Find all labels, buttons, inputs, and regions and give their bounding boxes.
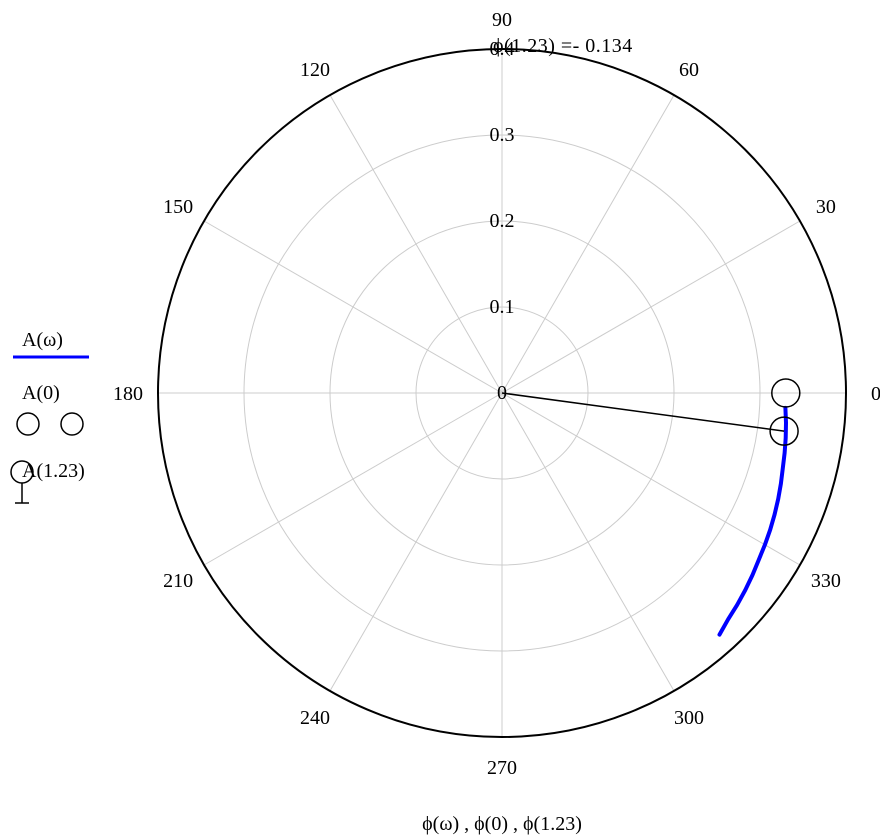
spoke-240 <box>329 392 503 692</box>
angle-tick-label: 120 <box>300 59 330 81</box>
angle-tick-label: 330 <box>811 570 841 592</box>
spoke-30 <box>501 220 801 394</box>
spoke-60 <box>501 94 675 394</box>
angle-tick-label: 240 <box>300 707 330 729</box>
data-series <box>501 392 788 637</box>
angular-gridlines <box>158 49 846 737</box>
point-markers <box>769 378 801 446</box>
radial-tick-labels: 00.10.20.30.4 <box>490 38 515 404</box>
legend-label-a-1-23: A(1.23) <box>22 460 85 482</box>
legend-marker-stem-a-1-23 <box>15 483 29 504</box>
angle-tick-label: 60 <box>679 59 699 81</box>
radial-tick-label: 0.4 <box>490 38 515 60</box>
radial-tick-label: 0.1 <box>490 296 515 318</box>
spoke-330 <box>501 392 801 566</box>
angle-tick-label: 0 <box>871 383 880 405</box>
legend: A(ω) A(0) A(1.23) <box>10 329 89 504</box>
angle-tick-label: 180 <box>113 383 143 405</box>
radial-tick-label: 0.3 <box>490 124 515 146</box>
x-axis-label: ϕ(ω) , ϕ(0) , ϕ(1.23) <box>422 813 582 835</box>
angle-tick-label: 150 <box>163 196 193 218</box>
legend-label-a-0: A(0) <box>22 382 60 404</box>
radius-line-a-1-23 <box>501 392 785 432</box>
angle-tick-label: 270 <box>487 757 517 779</box>
angle-tick-labels: 0 30 60 90 120 150 180 210 240 270 300 330 <box>113 9 880 779</box>
legend-label-a-omega: A(ω) <box>22 329 63 351</box>
phi-value-annotation: ϕ(1.23) =- 0.134 <box>493 35 633 57</box>
legend-marker-a-0 <box>16 412 40 436</box>
angle-tick-label: 210 <box>163 570 193 592</box>
marker-series-1 <box>771 378 801 408</box>
spoke-120 <box>329 94 503 394</box>
marker-series-2 <box>769 416 799 446</box>
legend-marker-a-0-secondary <box>60 412 84 436</box>
angle-tick-label: 30 <box>816 196 836 218</box>
spoke-300 <box>501 392 675 692</box>
outer-boundary-circle <box>157 48 847 738</box>
radial-tick-label: 0.2 <box>490 210 515 232</box>
angle-tick-label: 300 <box>674 707 704 729</box>
spoke-210 <box>203 392 503 566</box>
angle-tick-label: 90 <box>492 9 512 31</box>
spoke-150 <box>203 220 503 394</box>
